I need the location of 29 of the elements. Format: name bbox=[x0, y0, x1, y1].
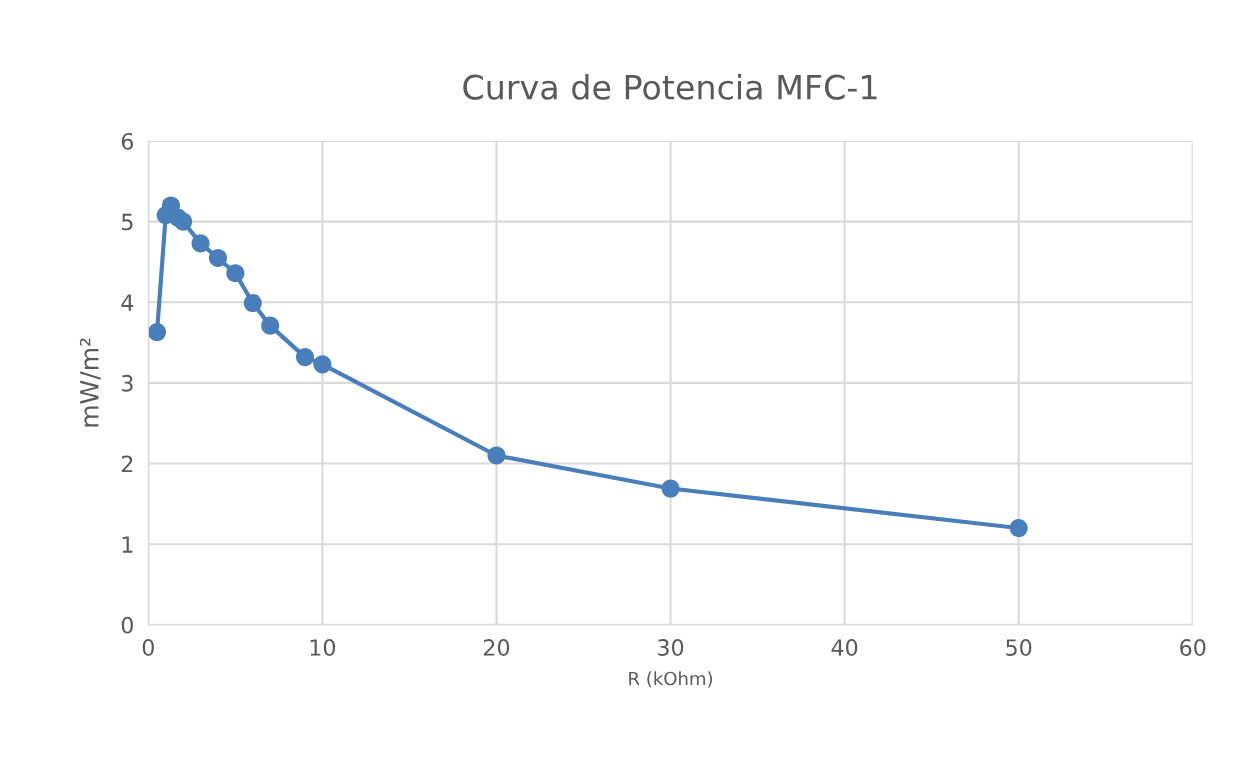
point bbox=[243, 294, 262, 313]
point bbox=[1009, 519, 1028, 538]
y-tick-label: 6 bbox=[121, 132, 134, 150]
x-tick-label: 60 bbox=[1180, 639, 1206, 656]
chart-title: Curva de Potencia MFC-1 bbox=[463, 73, 877, 100]
y-axis-title: mW/m² bbox=[79, 338, 101, 427]
point bbox=[174, 212, 193, 231]
y-tick-label: 1 bbox=[122, 536, 133, 553]
x-tick-label: 50 bbox=[1006, 639, 1032, 656]
point bbox=[208, 248, 227, 267]
point bbox=[226, 264, 245, 283]
x-tick-label: 10 bbox=[310, 639, 336, 656]
point bbox=[313, 355, 332, 374]
x-tick-label: 20 bbox=[483, 639, 510, 656]
point bbox=[295, 348, 315, 367]
y-tick-label: 2 bbox=[121, 455, 133, 472]
x-axis-title: R (kOhm) bbox=[629, 671, 713, 688]
x-tick-label: 30 bbox=[658, 639, 684, 656]
y-tick-label: 0 bbox=[121, 616, 133, 634]
point bbox=[191, 234, 210, 253]
y-tick-label: 5 bbox=[122, 213, 133, 231]
point bbox=[661, 479, 680, 498]
y-tick-label: 3 bbox=[121, 374, 133, 392]
x-tick-label: 40 bbox=[831, 639, 858, 656]
point bbox=[261, 316, 280, 335]
x-tick-label: 0 bbox=[142, 639, 154, 656]
y-tick-label: 4 bbox=[121, 294, 134, 311]
point bbox=[148, 323, 167, 342]
point bbox=[487, 446, 506, 465]
